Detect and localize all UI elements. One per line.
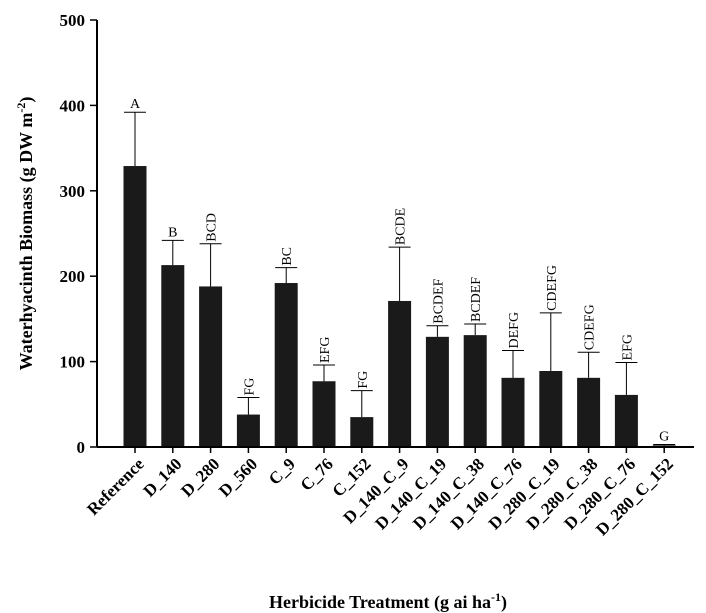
bar: [614, 394, 638, 447]
bar: [539, 370, 563, 447]
error-bars: [124, 111, 676, 446]
bar: [274, 283, 298, 447]
significance-letters: A B BCD FG BC EFG FG BCDE BCDEF BCDEF DEFG CDEFG CDE…: [130, 97, 669, 444]
bar: [388, 300, 412, 447]
group-letter: G: [659, 429, 669, 444]
bar: [236, 414, 260, 447]
x-tick-label: D_560: [215, 454, 261, 500]
group-letter: FG: [242, 378, 257, 396]
bar: [312, 381, 336, 447]
group-letter: DEFG: [507, 312, 522, 349]
x-axis-label: Herbicide Treatment (g ai ha-1): [269, 590, 507, 613]
bar: [577, 377, 601, 447]
bar: [501, 377, 525, 447]
bar: [350, 417, 374, 447]
y-axis-label-sup: -2: [14, 103, 28, 113]
group-letter: FG: [356, 371, 371, 389]
x-axis-label-end: ): [501, 592, 507, 613]
group-letter: BCDEF: [431, 278, 446, 323]
group-letter: CDEFG: [583, 304, 598, 350]
y-tick-label: 0: [77, 438, 86, 457]
group-letter: BCDEF: [469, 277, 484, 322]
group-letter: EFG: [318, 337, 333, 363]
y-axis-label-main: Waterhyacinth Biomass (g DW m: [16, 113, 37, 371]
group-letter: EFG: [620, 334, 635, 360]
y-tick-label: 300: [60, 182, 86, 201]
x-tick-label: Reference: [83, 454, 148, 519]
x-tick-label: D_280: [177, 454, 223, 500]
x-axis-label-main: Herbicide Treatment (g ai ha: [269, 592, 491, 613]
y-tick-label: 500: [60, 11, 86, 30]
group-letter: A: [130, 97, 141, 112]
bar: [123, 166, 147, 447]
group-letter: BC: [280, 247, 295, 266]
group-letter: BCDE: [394, 208, 409, 245]
y-axis-label-end: ): [16, 97, 37, 103]
bars: [123, 166, 676, 447]
y-axis-label: Waterhyacinth Biomass (g DW m-2): [14, 97, 37, 371]
y-tick-label: 400: [60, 96, 86, 115]
y-tick-label: 200: [60, 267, 86, 286]
x-tick-label: D_140: [139, 454, 185, 500]
y-tick-label: 100: [60, 353, 86, 372]
x-axis-label-sup: -1: [491, 590, 501, 604]
bar: [199, 286, 223, 447]
y-axis-ticks: 0 100 200 300 400 500: [60, 11, 97, 457]
group-letter: CDEFG: [545, 265, 560, 311]
x-tick-label: C_9: [265, 454, 299, 488]
bar: [463, 335, 487, 447]
group-letter: BCD: [205, 213, 220, 242]
bar: [161, 265, 185, 447]
group-letter: B: [168, 225, 177, 240]
bar: [425, 336, 449, 447]
